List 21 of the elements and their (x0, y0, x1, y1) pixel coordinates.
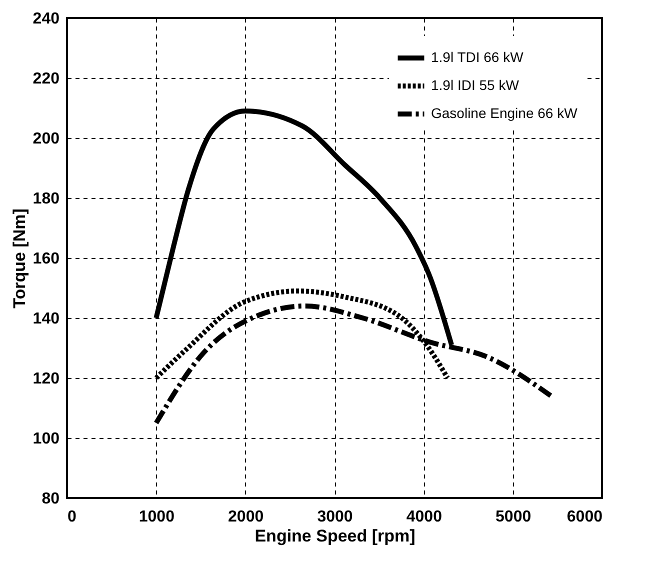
x-axis-title: Engine Speed [rpm] (254, 526, 416, 546)
y-tick-label: 220 (32, 70, 60, 88)
y-tick-label: 140 (32, 310, 60, 328)
x-tick-label: 6000 (566, 508, 603, 526)
x-tick-label: 0 (68, 508, 76, 526)
y-tick-label: 100 (32, 430, 60, 448)
y-axis-title: Torque [Nm] (10, 208, 29, 308)
x-tick-label: 4000 (406, 508, 442, 526)
legend-label: 1.9l TDI 66 kW (431, 49, 524, 65)
x-tick-label: 2000 (228, 508, 264, 526)
y-tick-label: 240 (32, 10, 60, 28)
y-tick-label: 120 (32, 370, 60, 388)
y-tick-label: 80 (42, 490, 60, 508)
legend-label: Gasoline Engine 66 kW (431, 105, 578, 121)
x-tick-label: 5000 (496, 508, 532, 526)
legend-label: 1.9l IDI 55 kW (431, 77, 520, 93)
x-tick-label: 1000 (138, 508, 175, 526)
y-tick-label: 180 (32, 190, 60, 208)
y-tick-label: 200 (32, 130, 60, 148)
y-tick-label: 160 (32, 250, 60, 268)
x-tick-label: 3000 (317, 508, 353, 526)
